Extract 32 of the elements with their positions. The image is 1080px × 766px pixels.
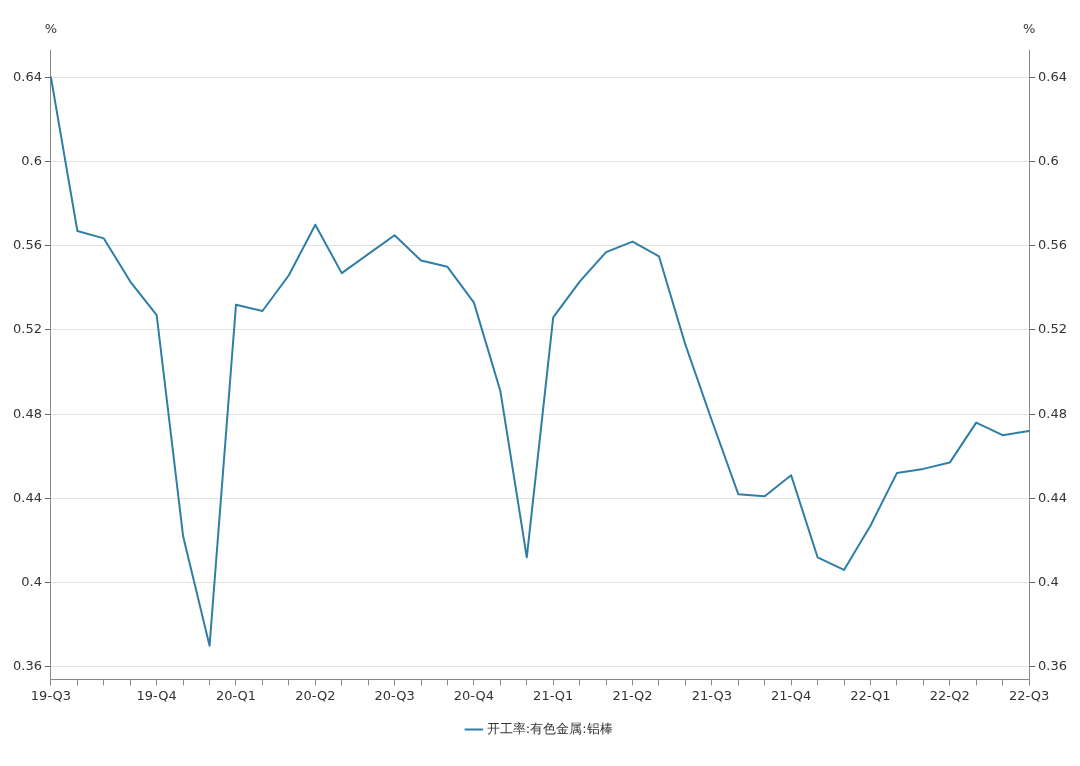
y-tick-label: 0.64 xyxy=(12,68,42,84)
x-tick-label: 19-Q3 xyxy=(30,687,72,703)
y-tick-label: 0.44 xyxy=(12,489,42,505)
x-tick-label: 20-Q4 xyxy=(453,687,495,703)
x-tick-label: 19-Q4 xyxy=(136,687,177,703)
y-tick-label: 0.36 xyxy=(12,658,42,674)
x-tick-label: 21-Q3 xyxy=(691,687,732,703)
y2-tick-label: 0.6 xyxy=(1038,152,1059,168)
x-tick-label: 21-Q2 xyxy=(612,687,653,703)
y-tick-label: 0.6 xyxy=(21,152,42,168)
x-tick-label: 20-Q1 xyxy=(215,687,257,703)
x-tick-label: 20-Q2 xyxy=(295,687,336,703)
x-tick-label: 22-Q1 xyxy=(850,687,891,703)
legend-label: 开工率:有色金属:铝棒 xyxy=(486,720,613,736)
y2-tick-label: 0.4 xyxy=(1038,573,1059,589)
y2-tick-label: 0.52 xyxy=(1038,321,1068,337)
y-tick-label: 0.56 xyxy=(12,237,42,253)
y-tick-label: 0.48 xyxy=(12,405,42,421)
y2-tick-label: 0.48 xyxy=(1038,405,1068,421)
y-tick-label: 0.4 xyxy=(21,573,42,589)
x-tick-label: 20-Q3 xyxy=(374,687,415,703)
x-tick-label: 21-Q1 xyxy=(533,687,574,703)
y2-tick-label: 0.64 xyxy=(1038,68,1068,84)
x-tick-label: 22-Q3 xyxy=(1008,687,1050,703)
x-tick-label: 22-Q2 xyxy=(929,687,970,703)
y2-axis-title: % xyxy=(1022,20,1036,36)
y2-tick-label: 0.36 xyxy=(1038,658,1068,674)
y-axis-title: % xyxy=(44,20,58,36)
y-tick-label: 0.52 xyxy=(12,321,42,337)
y2-tick-label: 0.56 xyxy=(1038,237,1068,253)
x-tick-label: 21-Q4 xyxy=(771,687,812,703)
y2-tick-label: 0.44 xyxy=(1038,489,1068,505)
